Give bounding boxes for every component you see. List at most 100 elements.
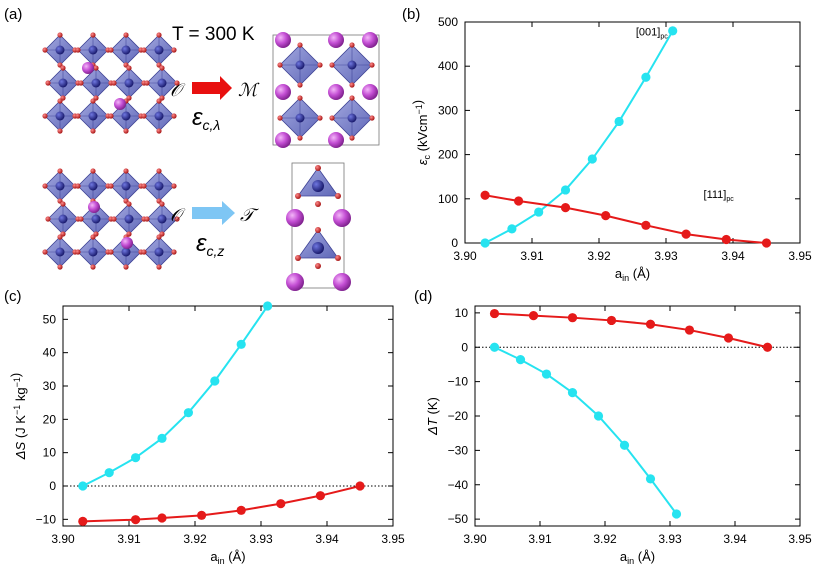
series-annotation: [111]pc: [704, 189, 735, 203]
x-tick-label: 3.94: [721, 249, 745, 263]
x-tick-label: 3.90: [51, 532, 75, 546]
data-point: [645, 319, 656, 329]
y-axis-label: εc (kVcm−1): [410, 100, 432, 165]
octahedron: [108, 168, 144, 204]
series-line-red: [82, 485, 361, 523]
y-tick-label: −10: [448, 375, 469, 389]
data-point: [560, 185, 571, 195]
y-axis-label: ΔS (J K−1 kg−1): [8, 373, 28, 460]
oxygen-atom: [108, 249, 114, 255]
data-point: [131, 515, 141, 525]
y-tick-label: 20: [43, 412, 57, 426]
series-line-cyan: [82, 305, 269, 487]
oxygen-atom: [42, 113, 48, 119]
data-point: [606, 315, 617, 326]
oxygen-atom: [277, 115, 283, 121]
b-site-atom: [55, 247, 65, 257]
x-tick-label: 3.93: [249, 532, 273, 546]
x-tick-label: 3.95: [381, 532, 405, 546]
oxygen-atom: [123, 32, 129, 38]
oxygen-atom: [297, 42, 303, 48]
b-site-atom: [295, 113, 305, 123]
data-point: [104, 468, 114, 478]
oxygen-atom: [90, 234, 96, 240]
b-site-atom: [88, 247, 98, 257]
a-site-atom: [362, 84, 378, 100]
data-point: [528, 311, 539, 321]
b-site-atom: [55, 45, 65, 55]
oxygen-atom: [126, 201, 132, 207]
data-point: [489, 308, 500, 319]
octahedron: [108, 98, 144, 134]
oxygen-atom: [60, 201, 66, 207]
x-axis-label: ain (Å): [615, 266, 650, 283]
oxygen-atom: [349, 95, 355, 101]
oxygen-atom: [144, 80, 150, 86]
y-tick-label: 10: [43, 446, 57, 460]
oxygen-atom: [156, 98, 162, 104]
octahedron: [78, 65, 114, 101]
data-point: [355, 481, 365, 491]
b-site-atom: [121, 45, 131, 55]
a-site-atom: [82, 62, 94, 74]
a-site-atom: [286, 273, 304, 291]
plot-frame: [464, 21, 801, 244]
oxygen-atom: [297, 82, 303, 88]
data-point: [668, 26, 678, 36]
data-point: [236, 505, 246, 515]
oxygen-atom: [156, 234, 162, 240]
oxygen-atom: [159, 65, 165, 71]
a-site-atom: [121, 237, 133, 249]
oxygen-atom: [45, 80, 51, 86]
oxygen-atom: [171, 249, 177, 255]
x-tick-label: 3.94: [723, 532, 747, 546]
data-point: [236, 339, 246, 349]
data-point: [276, 499, 286, 509]
monoclinic-cell: [272, 32, 380, 148]
plot-frame: [62, 305, 394, 527]
data-point: [263, 301, 273, 311]
y-tick-label: −20: [448, 409, 469, 423]
b-site-atom: [58, 214, 68, 224]
b-site-atom: [121, 111, 131, 121]
data-point: [641, 220, 651, 230]
data-point: [619, 440, 630, 450]
data-point: [593, 411, 604, 421]
b-site-atom: [154, 247, 164, 257]
oxygen-atom: [75, 47, 81, 53]
oxygen-atom: [329, 115, 335, 121]
oxygen-atom: [317, 62, 323, 68]
octahedron: [111, 65, 147, 101]
series-line-cyan: [484, 30, 674, 244]
b-site-atom: [295, 60, 305, 70]
oxygen-atom: [156, 128, 162, 134]
data-point: [614, 116, 624, 127]
octahedron: [42, 168, 78, 204]
data-point: [183, 408, 193, 418]
data-point: [723, 333, 734, 343]
y-tick-label: 100: [438, 192, 458, 206]
b-site-atom: [124, 214, 134, 224]
b-site-atom: [154, 45, 164, 55]
oxygen-atom: [297, 135, 303, 141]
octahedron: [144, 201, 180, 237]
x-tick-label: 3.91: [117, 532, 141, 546]
data-point: [587, 154, 597, 164]
y-tick-label: 30: [43, 379, 57, 393]
oxygen-atom: [171, 113, 177, 119]
oxygen-atom: [90, 98, 96, 104]
oxygen-atom: [141, 47, 147, 53]
octahedron: [45, 201, 81, 237]
oxygen-atom: [90, 168, 96, 174]
x-tick-label: 3.91: [520, 249, 544, 263]
panel-label-a: (a): [4, 6, 23, 23]
a-site-atom: [286, 209, 304, 227]
b-site-atom: [157, 78, 167, 88]
oxygen-atom: [277, 62, 283, 68]
chart-temperature-change: 3.90 3.91 3.92 3.93 3.94 3.95 −50 −40 −30 −20 −10 0…: [425, 305, 812, 566]
x-tick-label: 3.95: [788, 249, 812, 263]
oxygen-atom: [57, 128, 63, 134]
y-tick-label: 10: [455, 306, 469, 320]
a-site-atom: [328, 32, 344, 48]
crystal-illustration: [42, 32, 380, 291]
